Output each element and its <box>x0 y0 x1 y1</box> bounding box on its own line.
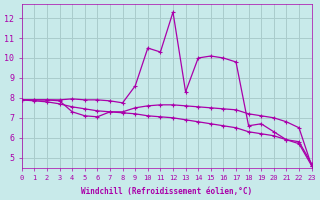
X-axis label: Windchill (Refroidissement éolien,°C): Windchill (Refroidissement éolien,°C) <box>81 187 252 196</box>
